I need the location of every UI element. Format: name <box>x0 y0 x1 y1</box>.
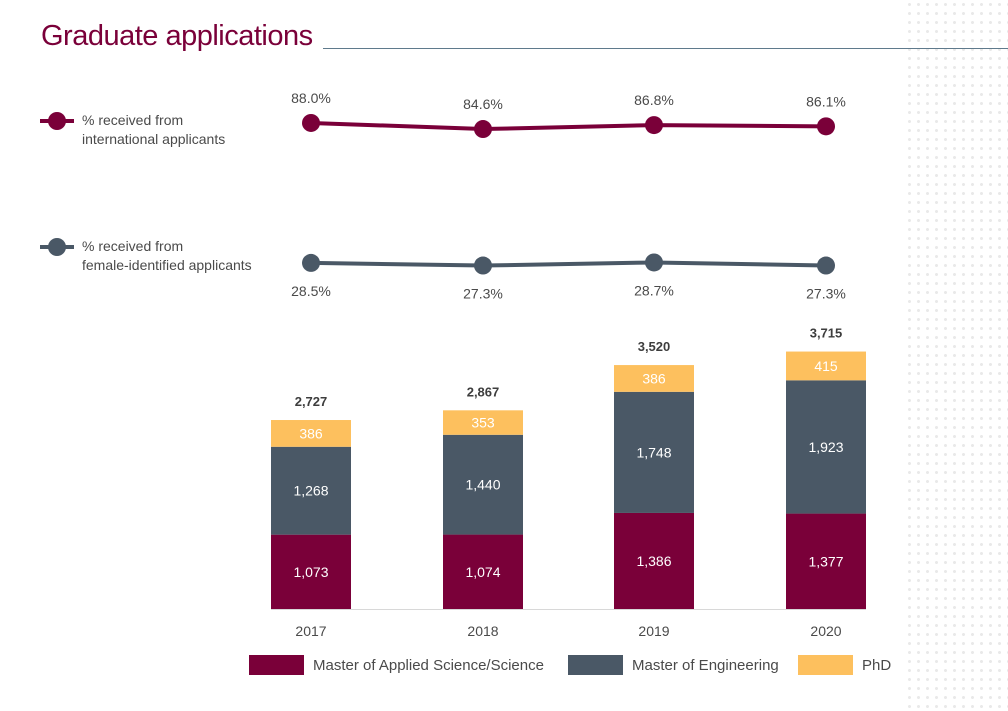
dot-pattern-decoration <box>905 0 1008 711</box>
female-value-label-2018: 27.3% <box>463 286 503 302</box>
x-tick-label-2019: 2019 <box>638 623 669 639</box>
bar-masc-label-2018: 1,074 <box>465 564 500 580</box>
international-value-label-2019: 86.8% <box>634 92 674 108</box>
legend-masc: Master of Applied Science/Science <box>249 655 544 675</box>
legend-meng-swatch <box>568 655 623 675</box>
bar-meng-label-2020: 1,923 <box>808 439 843 455</box>
bar-masc-label-2019: 1,386 <box>636 553 671 569</box>
international-value-label-2017: 88.0% <box>291 90 331 106</box>
bar-masc-2017 <box>271 534 351 609</box>
bar-phd-label-2019: 386 <box>642 370 666 386</box>
female-line <box>310 260 827 268</box>
bar-meng-label-2019: 1,748 <box>636 444 671 460</box>
x-tick-label-2017: 2017 <box>295 623 326 639</box>
female-point-2017 <box>302 253 320 272</box>
international-line-marker <box>40 112 74 130</box>
x-tick-label-2018: 2018 <box>467 623 498 639</box>
bar-masc-2018 <box>443 534 523 609</box>
x-tick-label-2020: 2020 <box>810 623 841 639</box>
bar-total-label-2020: 3,715 <box>810 326 843 341</box>
bar-meng-2018 <box>443 434 523 535</box>
legend-masc-swatch <box>249 655 304 675</box>
female-dot-marker <box>48 238 66 256</box>
legend-female-label: % received from female-identified applic… <box>82 238 252 273</box>
page-title: Graduate applications <box>41 20 313 52</box>
legend-meng-label: Master of Engineering <box>632 656 779 674</box>
bar-phd-2018 <box>443 410 523 435</box>
bar-masc-label-2017: 1,073 <box>293 564 328 580</box>
bar-phd-label-2020: 415 <box>814 358 838 374</box>
international-point-2017 <box>302 113 320 132</box>
international-dot-marker <box>48 112 66 130</box>
female-value-label-2019: 28.7% <box>634 282 674 298</box>
bar-masc-2020 <box>786 513 866 609</box>
international-point-2020 <box>817 117 835 136</box>
female-point-2020 <box>817 256 835 275</box>
title-rule <box>323 48 1008 49</box>
bar-total-label-2018: 2,867 <box>467 384 500 399</box>
female-point-2019 <box>645 253 663 272</box>
legend-meng: Master of Engineering <box>568 655 779 675</box>
legend-phd-label: PhD <box>862 656 892 674</box>
female-line-marker <box>40 238 74 256</box>
bar-phd-2017 <box>271 420 351 447</box>
bar-meng-2020 <box>786 380 866 514</box>
bar-meng-2019 <box>614 391 694 513</box>
bar-phd-label-2018: 353 <box>471 415 495 431</box>
international-line <box>310 120 827 132</box>
international-value-label-2018: 84.6% <box>463 96 503 112</box>
legend-international-label: % received from international applicants <box>82 112 226 147</box>
bar-meng-2017 <box>271 446 351 535</box>
bar-phd-2020 <box>786 351 866 381</box>
international-point-2019 <box>645 116 663 135</box>
legend-phd-swatch <box>798 655 853 675</box>
bar-masc-2019 <box>614 512 694 609</box>
female-value-label-2020: 27.3% <box>806 286 846 302</box>
bar-meng-label-2017: 1,268 <box>293 483 328 499</box>
bar-meng-label-2018: 1,440 <box>465 477 500 493</box>
international-point-2018 <box>474 120 492 139</box>
bar-phd-2019 <box>614 365 694 392</box>
legend-masc-label: Master of Applied Science/Science <box>313 656 544 674</box>
legend-phd: PhD <box>798 655 891 675</box>
female-value-label-2017: 28.5% <box>291 283 331 299</box>
female-point-2018 <box>474 256 492 275</box>
bar-masc-label-2020: 1,377 <box>808 553 843 569</box>
bar-total-label-2019: 3,520 <box>638 339 671 354</box>
international-value-label-2020: 86.1% <box>806 93 846 109</box>
bar-total-label-2017: 2,727 <box>295 394 328 409</box>
bar-phd-label-2017: 386 <box>299 425 323 441</box>
